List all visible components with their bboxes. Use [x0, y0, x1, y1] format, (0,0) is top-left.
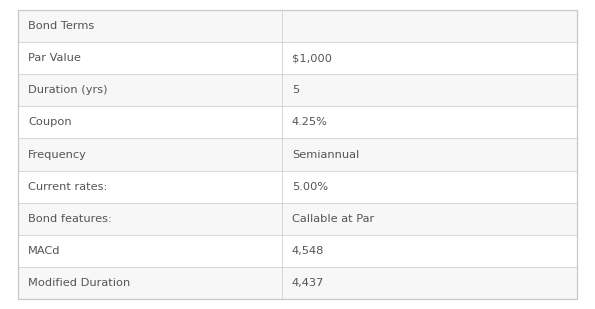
Text: Bond Terms: Bond Terms [28, 21, 94, 31]
Bar [18, 267, 577, 299]
Bar [18, 42, 577, 74]
Bar [18, 138, 577, 171]
Bar [18, 106, 577, 138]
Bar [18, 171, 577, 203]
Text: 5: 5 [292, 85, 299, 95]
Text: 4,437: 4,437 [292, 278, 324, 288]
Bar [18, 74, 577, 106]
Text: 5.00%: 5.00% [292, 182, 328, 192]
Text: MACd: MACd [28, 246, 61, 256]
Bar [18, 10, 577, 42]
Text: Semiannual: Semiannual [292, 150, 359, 159]
Text: Frequency: Frequency [28, 150, 87, 159]
Text: $1,000: $1,000 [292, 53, 332, 63]
Bar [18, 235, 577, 267]
Text: 4.25%: 4.25% [292, 117, 328, 127]
Text: 4,548: 4,548 [292, 246, 324, 256]
Text: Coupon: Coupon [28, 117, 71, 127]
Text: Current rates:: Current rates: [28, 182, 107, 192]
Text: Modified Duration: Modified Duration [28, 278, 130, 288]
Text: Bond features:: Bond features: [28, 214, 112, 224]
Text: Par Value: Par Value [28, 53, 81, 63]
Text: Duration (yrs): Duration (yrs) [28, 85, 108, 95]
Bar [18, 203, 577, 235]
Text: Callable at Par: Callable at Par [292, 214, 374, 224]
